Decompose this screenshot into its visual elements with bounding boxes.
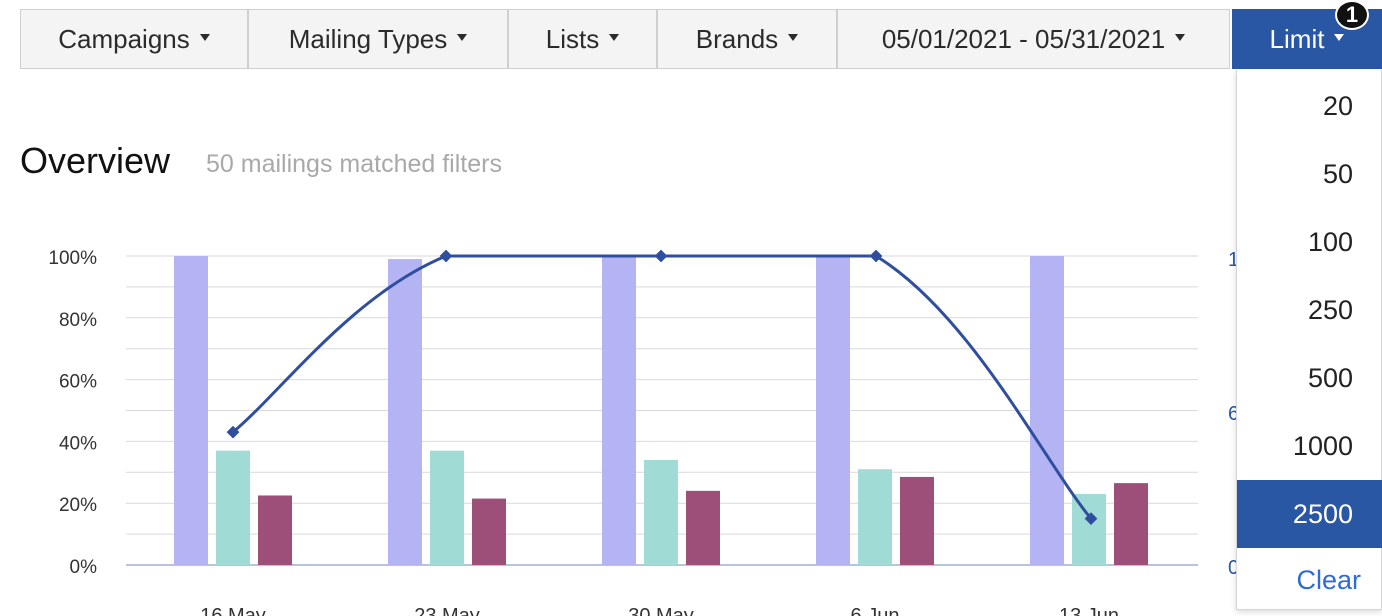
bar-series1-2 <box>602 256 636 565</box>
mailing-types-filter-button[interactable]: Mailing Types <box>248 9 508 69</box>
limit-option-50[interactable]: 50 <box>1237 142 1382 206</box>
limit-dropdown-menu: 20 50 100 250 500 1000 2500 Clear <box>1236 70 1382 610</box>
bar-series1-3 <box>816 256 850 565</box>
bar-series2-0 <box>216 450 250 565</box>
chart-bars <box>174 256 1148 565</box>
line-marker-0 <box>226 425 240 439</box>
lists-filter-button[interactable]: Lists <box>508 9 657 69</box>
right-axis-ticks: 1 6 0 <box>1228 249 1239 579</box>
y-tick-label: 20% <box>59 495 97 516</box>
caret-down-icon <box>457 33 468 41</box>
limit-count-badge: 1 <box>1335 0 1369 30</box>
bar-series3-1 <box>472 498 506 565</box>
line-marker-2 <box>654 249 668 263</box>
y-tick-label: 80% <box>59 310 97 331</box>
limit-option-label: 1000 <box>1292 430 1353 461</box>
bar-series3-2 <box>686 490 720 565</box>
limit-option-100[interactable]: 100 <box>1237 210 1382 274</box>
bar-series3-4 <box>1114 483 1148 565</box>
bar-series2-2 <box>644 459 678 565</box>
campaigns-filter-button[interactable]: Campaigns <box>20 9 248 69</box>
overview-title: Overview <box>20 140 171 181</box>
x-tick-label: 23 May <box>414 605 480 616</box>
date-range-filter-button[interactable]: 05/01/2021 - 05/31/2021 <box>837 9 1230 69</box>
bar-series3-3 <box>900 476 934 565</box>
bar-series1-1 <box>388 259 422 565</box>
mailing-types-label: Mailing Types <box>288 23 448 54</box>
caret-down-icon <box>1334 33 1345 41</box>
y-axis-ticks: 100% 80% 60% 40% 20% 0% <box>48 248 97 578</box>
limit-option-label: 20 <box>1322 90 1353 121</box>
y-tick-label: 100% <box>48 248 97 269</box>
x-tick-label: 13 Jun <box>1059 605 1119 616</box>
right-axis-tick-label: 6 <box>1228 403 1239 425</box>
limit-option-2500[interactable]: 2500 <box>1237 480 1382 548</box>
y-tick-label: 60% <box>59 372 97 393</box>
limit-filter-button[interactable]: Limit <box>1232 9 1382 69</box>
caret-down-icon <box>609 33 620 41</box>
overview-subtitle: 50 mailings matched filters <box>206 150 502 178</box>
right-axis-tick-label: 0 <box>1228 557 1239 579</box>
limit-option-label: 100 <box>1307 226 1353 257</box>
x-axis-ticks: 16 May 23 May 30 May 6 Jun 13 Jun <box>200 605 1119 616</box>
limit-label: Limit <box>1269 23 1325 54</box>
limit-clear-link[interactable]: Clear <box>1237 548 1382 612</box>
y-tick-label: 40% <box>59 433 97 454</box>
date-range-label: 05/01/2021 - 05/31/2021 <box>881 23 1166 54</box>
bar-series2-4 <box>1072 493 1106 565</box>
right-axis-tick-label: 1 <box>1228 249 1239 271</box>
caret-down-icon <box>199 33 210 41</box>
bar-series1-0 <box>174 256 208 565</box>
x-tick-label: 6 Jun <box>851 605 900 616</box>
clear-label: Clear <box>1296 564 1361 595</box>
bar-series2-3 <box>858 469 892 565</box>
campaigns-label: Campaigns <box>58 23 190 54</box>
caret-down-icon <box>788 33 799 41</box>
y-tick-label: 0% <box>70 557 98 578</box>
bar-series2-1 <box>430 450 464 565</box>
limit-option-250[interactable]: 250 <box>1237 278 1382 342</box>
brands-filter-button[interactable]: Brands <box>657 9 837 69</box>
limit-option-20[interactable]: 20 <box>1237 74 1382 138</box>
brands-label: Brands <box>695 23 779 54</box>
line-marker-1 <box>439 249 453 263</box>
limit-option-label: 2500 <box>1292 498 1353 529</box>
limit-option-1000[interactable]: 1000 <box>1237 414 1382 478</box>
bar-series3-0 <box>258 495 292 565</box>
lists-label: Lists <box>545 23 600 54</box>
x-tick-label: 16 May <box>200 605 266 616</box>
limit-option-label: 50 <box>1322 158 1353 189</box>
limit-option-500[interactable]: 500 <box>1237 346 1382 410</box>
x-tick-label: 30 May <box>628 605 694 616</box>
limit-option-label: 250 <box>1307 294 1353 325</box>
bar-series1-4 <box>1030 256 1064 565</box>
limit-option-label: 500 <box>1307 362 1353 393</box>
caret-down-icon <box>1175 33 1186 41</box>
